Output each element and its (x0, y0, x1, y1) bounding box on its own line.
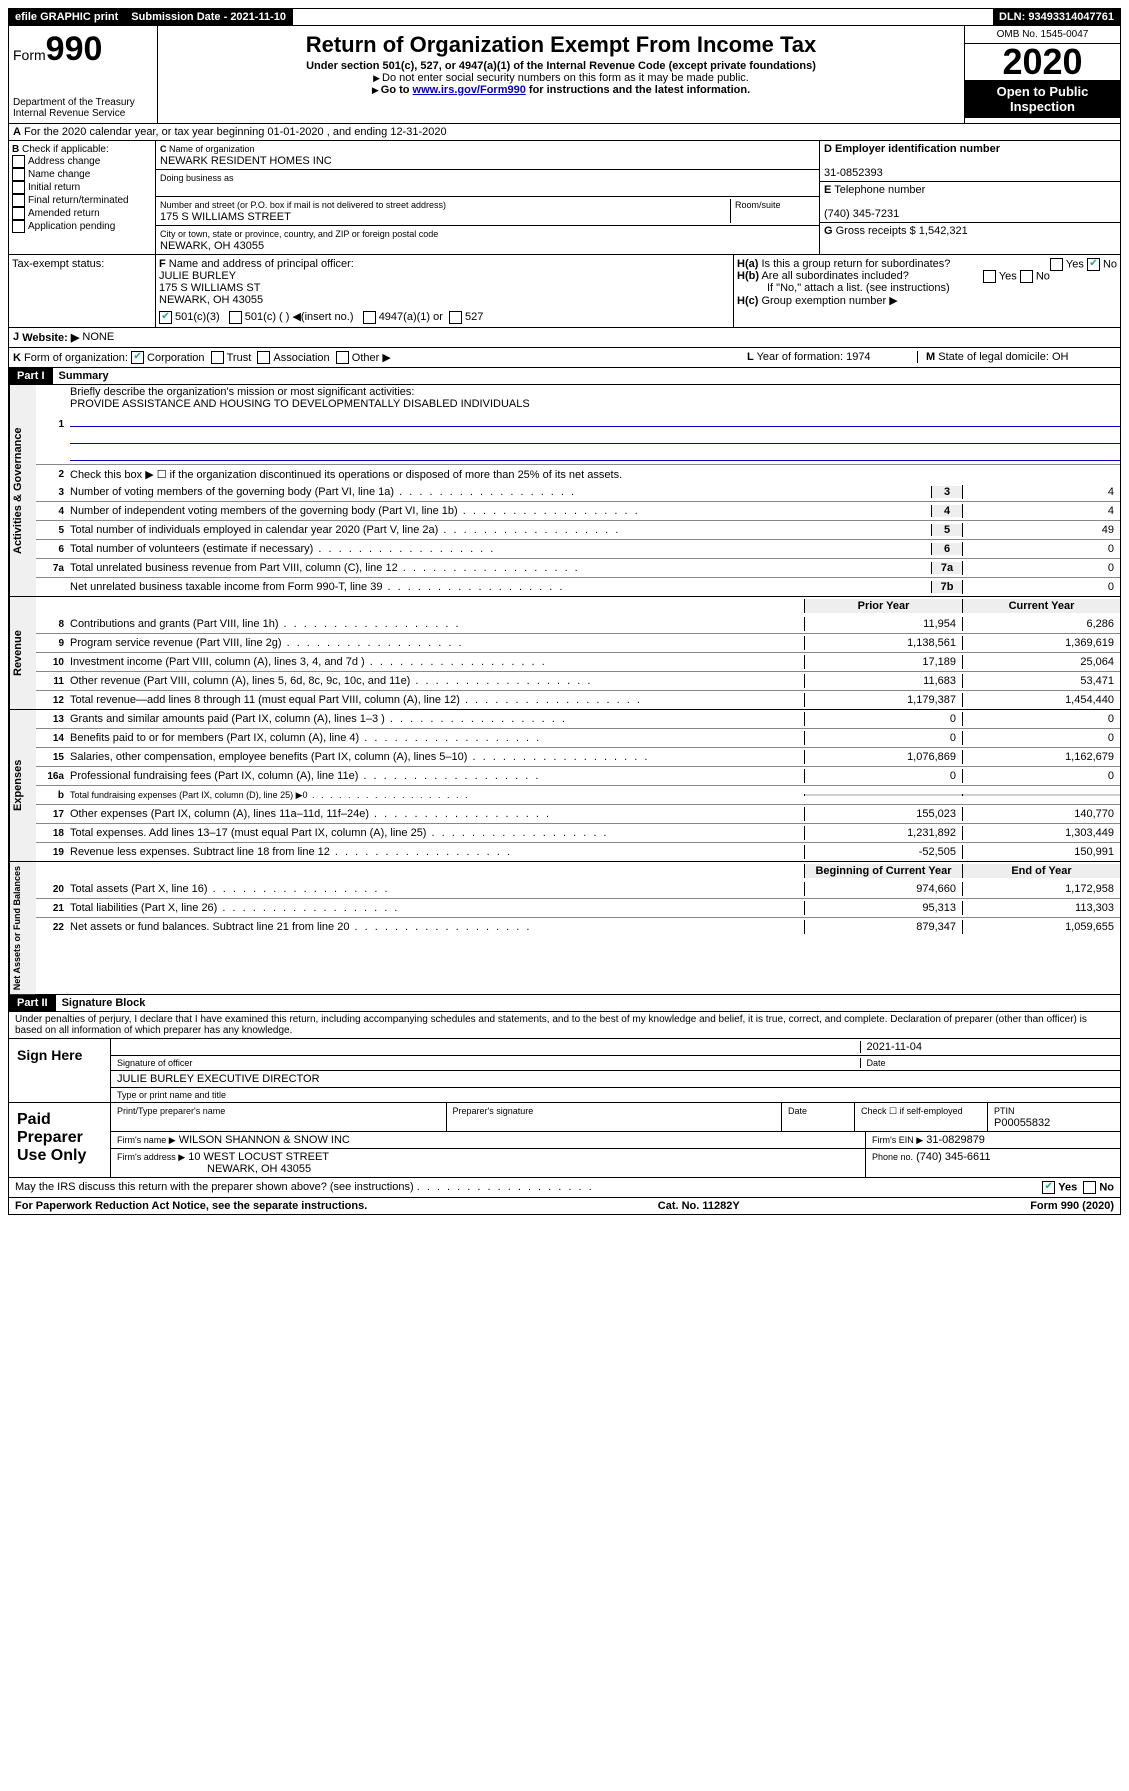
submission-date: Submission Date - 2021-11-10 (125, 9, 293, 25)
form-header: Form990 Department of the Treasury Inter… (8, 26, 1121, 124)
gross-receipts: 1,542,321 (919, 225, 968, 237)
form-title: Return of Organization Exempt From Incom… (162, 32, 960, 58)
row-form-org: K Form of organization: Corporation Trus… (8, 348, 1121, 369)
tax-year: 2020 (965, 44, 1120, 80)
paid-preparer-label: Paid Preparer Use Only (9, 1103, 111, 1177)
mission-text: PROVIDE ASSISTANCE AND HOUSING TO DEVELO… (70, 398, 530, 410)
ein: 31-0852393 (824, 167, 883, 179)
org-city: NEWARK, OH 43055 (160, 240, 264, 252)
note-ssn: Do not enter social security numbers on … (162, 72, 960, 84)
section-governance: Activities & Governance (9, 385, 36, 596)
note-link: Go to www.irs.gov/Form990 for instructio… (162, 84, 960, 96)
officer-typed-name: JULIE BURLEY EXECUTIVE DIRECTOR (117, 1073, 1114, 1085)
org-address: 175 S WILLIAMS STREET (160, 211, 291, 223)
top-bar: efile GRAPHIC print Submission Date - 20… (8, 8, 1121, 26)
form-subtitle: Under section 501(c), 527, or 4947(a)(1)… (162, 60, 960, 72)
section-net: Net Assets or Fund Balances (9, 862, 36, 994)
form-number: Form990 (13, 30, 153, 69)
row-website: J Website: ▶ NONE (8, 328, 1121, 348)
org-name: NEWARK RESIDENT HOMES INC (160, 155, 332, 167)
part-i-header: Part I (9, 368, 53, 384)
penalty-statement: Under penalties of perjury, I declare th… (8, 1012, 1121, 1039)
irs-link[interactable]: www.irs.gov/Form990 (413, 84, 526, 96)
ptin: P00055832 (994, 1117, 1050, 1129)
box-b: B Check if applicable: Address change Na… (9, 141, 156, 254)
section-revenue: Revenue (9, 597, 36, 709)
open-public: Open to Public Inspection (965, 80, 1120, 118)
firm-phone: (740) 345-6611 (916, 1151, 990, 1163)
part-ii-header: Part II (9, 995, 56, 1011)
firm-name: WILSON SHANNON & SNOW INC (179, 1134, 350, 1146)
firm-address: 10 WEST LOCUST STREET (188, 1151, 329, 1163)
firm-ein: 31-0829879 (926, 1134, 985, 1146)
dept-label: Department of the Treasury Internal Reve… (13, 97, 153, 119)
phone: (740) 345-7231 (824, 208, 899, 220)
efile-button[interactable]: efile GRAPHIC print (9, 9, 125, 25)
officer-name: JULIE BURLEY (159, 270, 236, 282)
page-footer: For Paperwork Reduction Act Notice, see … (8, 1198, 1121, 1215)
discuss-question: May the IRS discuss this return with the… (15, 1181, 1042, 1194)
sign-here-label: Sign Here (9, 1039, 111, 1102)
sig-date: 2021-11-04 (860, 1041, 1115, 1053)
dln: DLN: 93493314047761 (993, 9, 1120, 25)
section-expenses: Expenses (9, 710, 36, 861)
section-a: A For the 2020 calendar year, or tax yea… (8, 124, 1121, 141)
